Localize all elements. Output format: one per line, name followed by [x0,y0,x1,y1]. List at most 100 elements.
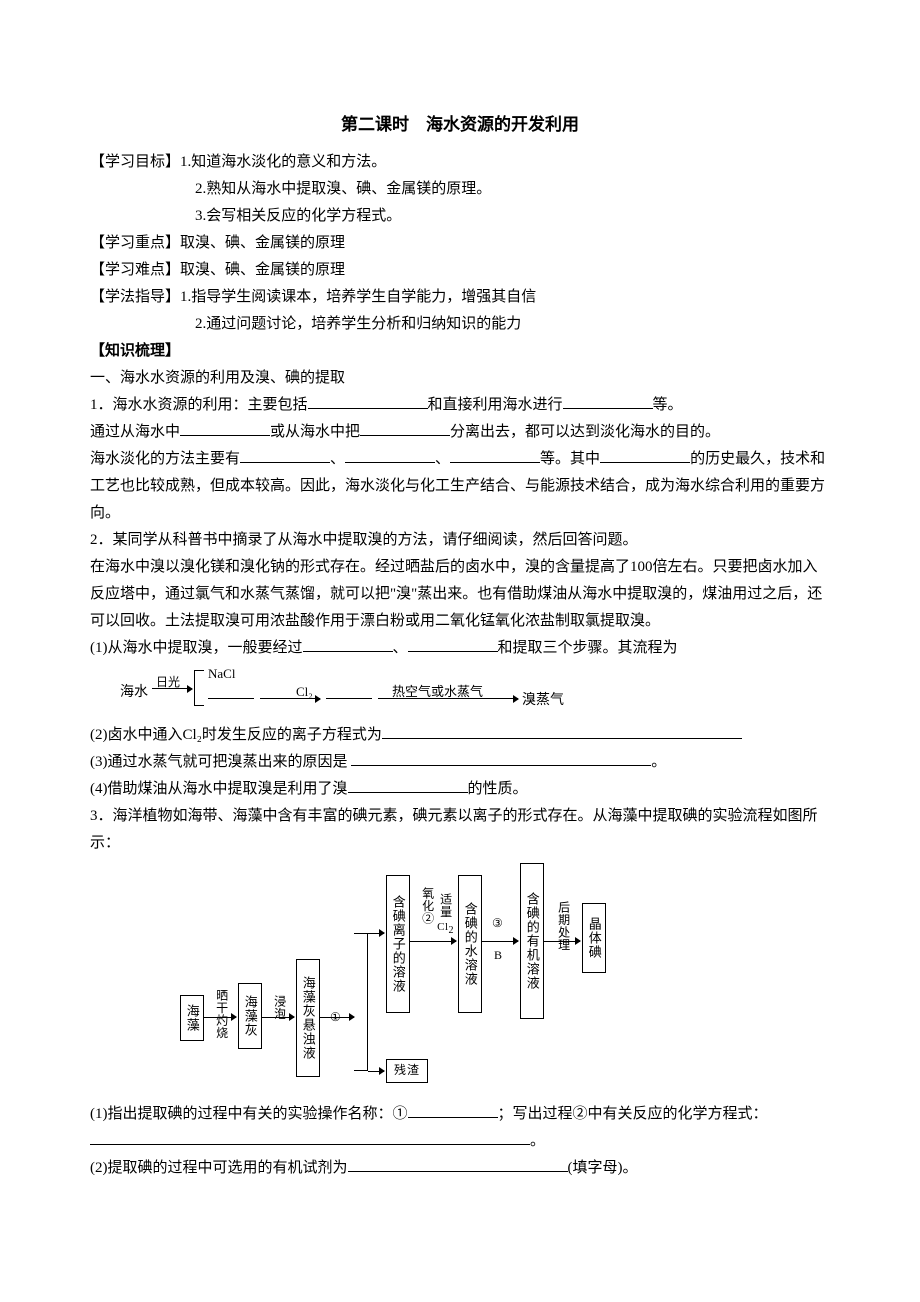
arrow-icon [320,1017,354,1018]
s2q2: (2)卤水中通入Cl₂时发生反应的离子方程式为 [90,727,382,743]
split-bracket-icon [354,933,368,1071]
s1p1b: 和直接利用海水进行 [428,397,563,413]
difficulty-label: 【学习难点】 [90,262,180,278]
knowledge-outline-label: 【知识梳理】 [90,338,830,365]
s1p2b: 或从海水中把 [270,424,360,440]
blank [563,394,653,409]
lbl-B: B [494,945,503,967]
blank [600,448,690,463]
bracket-icon [194,670,204,706]
arrow-icon [262,1017,294,1018]
method-2: 2.通过问题讨论，培养学生分析和归纳知识的能力 [90,311,830,338]
section-3-q1: (1)指出提取碘的过程中有关的实验操作名称：① ；写出过程②中有关反应的化学方程式… [90,1101,830,1155]
arrow-icon [544,941,580,942]
section-2-q2: (2)卤水中通入Cl₂时发生反应的离子方程式为 [90,722,830,749]
s1p3a: 海水淡化的方法主要有 [90,451,240,467]
s2q3b: 。 [651,754,666,770]
box-crystal: 晶体碘 [582,903,606,973]
s1p2a: 通过从海水中 [90,424,180,440]
blank [180,421,270,436]
arrow-icon [378,698,518,699]
blank [345,448,435,463]
blank [303,637,393,652]
section-2-q3: (3)通过水蒸气就可把溴蒸出来的原因是 。 [90,749,830,776]
focus-label: 【学习重点】 [90,235,180,251]
goal-1: 1.知道海水淡化的意义和方法。 [180,154,386,170]
blank [348,778,468,793]
blank [408,637,498,652]
section-3-intro: 3．海洋植物如海带、海藻中含有丰富的碘元素，碘元素以离子的形式存在。从海藻中提取… [90,803,830,857]
s2q3a: (3)通过水蒸气就可把溴蒸出来的原因是 [90,754,351,770]
s3q2b: (填字母)。 [568,1160,638,1176]
flow-cl2: Cl₂ [296,680,313,703]
goal-3: 3.会写相关反应的化学方程式。 [90,203,830,230]
blank [351,751,651,766]
section-1-p2: 通过从海水中 或从海水中把 分离出去，都可以达到淡化海水的目的。 [90,419,830,446]
section-2-passage: 在海水中溴以溴化镁和溴化钠的形式存在。经过晒盐后的卤水中，溴的含量提高了100倍… [90,554,830,635]
s2q1b: 和提取三个步骤。其流程为 [498,640,678,656]
s2q4b: 的性质。 [468,781,528,797]
arrow-icon [260,698,320,699]
blank [450,448,540,463]
document-title: 第二课时 海水资源的开发利用 [90,110,830,141]
lbl-post: 后期处理 [552,901,574,951]
lbl-step3: ③ [492,913,503,935]
s1p3b: 等。其中 [540,451,600,467]
s1p1a: 1．海水水资源的利用：主要包括 [90,397,308,413]
blank [308,394,428,409]
blank [208,698,254,699]
flow-hotair: 热空气或水蒸气 [392,680,483,703]
blank [382,724,742,739]
arrow-icon [368,933,384,934]
box-iodine-aqueous: 含碘的水溶液 [458,875,482,1013]
blank [348,1157,568,1172]
s1p2c: 分离出去，都可以达到淡化海水的目的。 [450,424,720,440]
arrow-icon [368,1071,384,1072]
section-2-intro: 2．某同学从科普书中摘录了从海水中提取溴的方法，请仔细阅读，然后回答问题。 [90,527,830,554]
box-iodide-solution: 含碘离子的溶液 [386,875,410,1013]
section-3-q2: (2)提取碘的过程中可选用的有机试剂为(填字母)。 [90,1155,830,1182]
arrow-icon [410,941,456,942]
s1p1c: 等。 [653,397,683,413]
blank [360,421,450,436]
arrow-icon [204,1017,236,1018]
box-seaweed: 海藻 [180,995,204,1041]
box-residue: 残渣 [386,1059,428,1083]
blank [326,698,372,699]
section-1-p1: 1．海水水资源的利用：主要包括 和直接利用海水进行 等。 [90,392,830,419]
flow-seawater: 海水 [120,680,148,705]
section-1-heading: 一、海水水资源的利用及溴、碘的提取 [90,365,830,392]
s3q1b: ；写出过程②中有关反应的化学方程式： [498,1106,768,1122]
lbl-cl2-amount: 适量Cl2 [434,893,456,940]
goals-label: 【学习目标】 [90,154,180,170]
arrow-icon [482,941,518,942]
goal-2: 2.熟知从海水中提取溴、碘、金属镁的原理。 [90,176,830,203]
section-2-q4: (4)借助煤油从海水中提取溴是利用了溴 的性质。 [90,776,830,803]
flow-sun-label: 日光 [156,672,180,694]
learning-method: 【学法指导】1.指导学生阅读课本，培养学生自学能力，增强其自信 2.通过问题讨论… [90,284,830,338]
arrow-icon [152,688,192,689]
iodine-flow-diagram: 海藻 晒干灼烧 海藻灰 浸泡 海藻灰悬浊液 ① 含碘离子的溶液 残渣 氧化② 适… [180,863,740,1093]
box-suspension: 海藻灰悬浊液 [296,959,320,1077]
flow-brvapor: 溴蒸气 [522,688,564,713]
blank [240,448,330,463]
difficulty-text: 取溴、碘、金属镁的原理 [180,262,345,278]
method-label: 【学法指导】 [90,289,180,305]
lbl-dry-burn: 晒干灼烧 [210,989,232,1039]
learning-goals: 【学习目标】1.知道海水淡化的意义和方法。 2.熟知从海水中提取溴、碘、金属镁的… [90,149,830,230]
bromine-flow-diagram: 海水 日光 NaCl Cl₂ 热空气或水蒸气 溴蒸气 [120,666,830,716]
box-iodine-organic: 含碘的有机溶液 [520,863,544,1019]
box-ash: 海藻灰 [238,983,262,1049]
blank [408,1103,498,1118]
s2q1a: (1)从海水中提取溴，一般要经过 [90,640,303,656]
s3q1c: 。 [530,1133,545,1149]
method-1: 1.指导学生阅读课本，培养学生自学能力，增强其自信 [180,289,536,305]
s3q1a: (1)指出提取碘的过程中有关的实验操作名称：① [90,1106,408,1122]
focus-text: 取溴、碘、金属镁的原理 [180,235,345,251]
section-2-q1: (1)从海水中提取溴，一般要经过、和提取三个步骤。其流程为 [90,635,830,662]
blank [90,1130,530,1145]
learning-focus: 【学习重点】取溴、碘、金属镁的原理 [90,230,830,257]
s2q4a: (4)借助煤油从海水中提取溴是利用了溴 [90,781,348,797]
flow-nacl: NaCl [208,662,235,685]
learning-difficulty: 【学习难点】取溴、碘、金属镁的原理 [90,257,830,284]
